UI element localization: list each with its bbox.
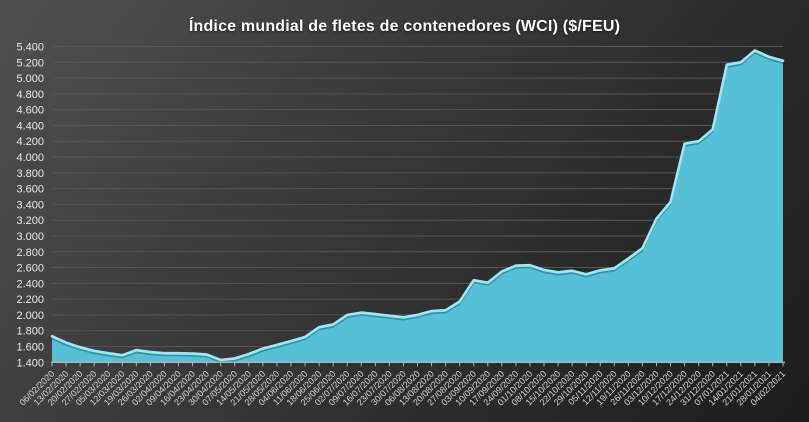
y-axis-label: 2.400 <box>16 278 44 290</box>
y-axis-label: 1.600 <box>16 342 44 354</box>
y-axis-label: 3.600 <box>16 184 44 196</box>
y-axis-label: 3.200 <box>16 215 44 227</box>
y-axis-label: 4.000 <box>16 152 44 164</box>
y-axis-label: 2.800 <box>16 247 44 259</box>
area-edge-highlight <box>50 49 785 362</box>
y-axis-label: 2.600 <box>16 263 44 275</box>
y-axis-label: 3.800 <box>16 168 44 180</box>
y-axis-label: 3.400 <box>16 199 44 211</box>
y-axis-label: 4.600 <box>16 105 44 117</box>
y-axis-label: 1.400 <box>16 357 44 369</box>
y-axis-label: 2.200 <box>16 294 44 306</box>
area-series <box>52 50 783 363</box>
y-axis-label: 2.000 <box>16 310 44 322</box>
y-axis-label: 4.400 <box>16 120 44 132</box>
y-axis-label: 5.400 <box>16 42 44 54</box>
y-axis-label: 1.800 <box>16 326 44 338</box>
chart-title: Índice mundial de fletes de contenedores… <box>188 18 621 35</box>
y-axis-label: 4.800 <box>16 89 44 101</box>
area-edge-shadow <box>51 51 784 364</box>
y-axis-label: 3.000 <box>16 231 44 243</box>
y-axis-label: 5.200 <box>16 57 44 69</box>
y-axis-label: 4.200 <box>16 136 44 148</box>
y-axis-label: 5.000 <box>16 73 44 85</box>
